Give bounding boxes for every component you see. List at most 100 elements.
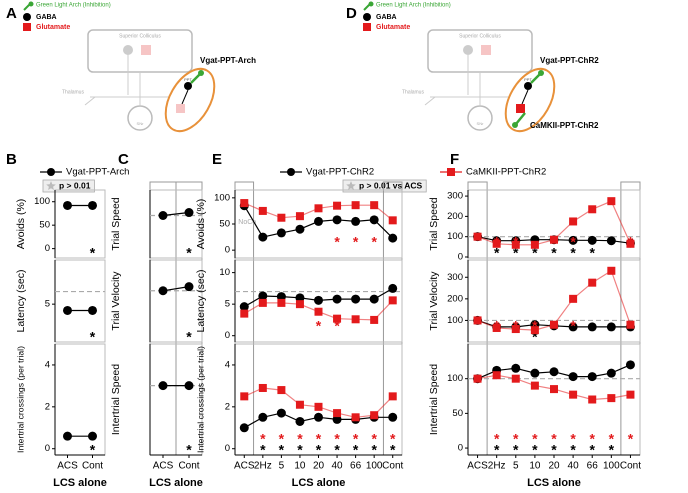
arch-icon bbox=[368, 1, 374, 7]
y-axis-label: Intertrial crossings (per trial) bbox=[195, 346, 205, 453]
annotation: NoCo bbox=[238, 219, 256, 226]
x-axis-label: LCS alone bbox=[149, 477, 203, 489]
significance-star: * bbox=[551, 431, 557, 447]
significance-star: * bbox=[551, 318, 557, 334]
diagram-label: Vgat-PPT-Arch bbox=[200, 56, 256, 65]
legend-text: GABA bbox=[376, 14, 397, 21]
y-tick-label: 0 bbox=[45, 243, 50, 254]
significance-star: * bbox=[90, 245, 96, 261]
neuron bbox=[463, 45, 473, 55]
plot-frame bbox=[54, 189, 106, 259]
data-point bbox=[295, 300, 304, 309]
y-tick-label: 5 bbox=[45, 299, 50, 310]
data-point bbox=[258, 412, 268, 422]
significance-star: * bbox=[353, 431, 359, 447]
y-axis-label: Trial Velocity bbox=[428, 271, 440, 331]
legend-text: Glutamate bbox=[376, 24, 410, 31]
plot-frame bbox=[54, 343, 106, 456]
data-point bbox=[258, 206, 267, 215]
data-point bbox=[88, 305, 97, 315]
x-tick-label: ACS bbox=[57, 461, 78, 472]
x-tick-label: 40 bbox=[568, 461, 580, 472]
data-point bbox=[158, 381, 168, 391]
significance-star: * bbox=[570, 431, 576, 447]
data-point bbox=[530, 381, 539, 390]
significance-star: * bbox=[513, 245, 519, 261]
data-point bbox=[332, 215, 342, 225]
gaba-icon bbox=[363, 13, 371, 21]
data-point bbox=[388, 216, 397, 225]
data-point bbox=[492, 323, 501, 332]
significance-star: * bbox=[260, 442, 266, 458]
data-point bbox=[295, 293, 305, 303]
legend-text: Glutamate bbox=[36, 24, 70, 31]
data-point bbox=[333, 201, 342, 210]
data-point bbox=[530, 240, 539, 249]
data-point bbox=[295, 400, 304, 409]
data-point bbox=[607, 394, 616, 403]
data-point bbox=[587, 235, 597, 245]
region-box bbox=[467, 105, 493, 131]
data-point bbox=[568, 372, 578, 382]
data-point bbox=[240, 392, 249, 401]
y-tick-label: 300 bbox=[447, 272, 463, 283]
x-axis-label: LCS alone bbox=[527, 477, 581, 489]
data-point bbox=[388, 283, 398, 293]
data-point bbox=[569, 390, 578, 399]
y-tick-label: 300 bbox=[447, 191, 463, 202]
data-point bbox=[568, 322, 578, 332]
data-point bbox=[314, 402, 323, 411]
y-tick-label: 4 bbox=[225, 359, 230, 370]
data-point bbox=[388, 233, 398, 243]
column-box bbox=[149, 181, 177, 456]
panel-letter: D bbox=[346, 5, 357, 22]
panel-letter: A bbox=[6, 5, 17, 22]
significance-star: * bbox=[570, 234, 576, 250]
region-label: Superior Colliculus bbox=[119, 33, 161, 39]
y-axis-label: Latency (sec) bbox=[15, 269, 27, 332]
data-point bbox=[550, 320, 558, 329]
y-tick-label: 100 bbox=[447, 315, 463, 326]
data-point bbox=[314, 204, 323, 213]
x-tick-label: ACS bbox=[234, 461, 255, 472]
connection bbox=[521, 89, 529, 105]
data-point bbox=[158, 286, 168, 296]
data-point bbox=[388, 296, 397, 305]
significance-star: * bbox=[186, 442, 192, 458]
data-point bbox=[370, 411, 379, 420]
data-point bbox=[511, 374, 520, 383]
data-point bbox=[588, 278, 597, 287]
legend-box bbox=[342, 179, 427, 193]
data-point bbox=[626, 239, 635, 248]
x-axis-label: LCS alone bbox=[292, 477, 346, 489]
significance-star: * bbox=[570, 318, 576, 334]
x-tick-label: Cont bbox=[82, 461, 103, 472]
neuron bbox=[176, 104, 185, 113]
y-tick-label: 0 bbox=[45, 443, 50, 454]
region-label: PPT bbox=[184, 77, 192, 82]
significance-star: * bbox=[494, 234, 500, 250]
x-tick-label: Cont bbox=[382, 461, 403, 472]
significance-star: * bbox=[390, 442, 396, 458]
y-axis-label: Trial Speed bbox=[110, 197, 122, 250]
panel-letter: C bbox=[118, 151, 129, 168]
x-tick-label: 40 bbox=[331, 461, 343, 472]
panel-letter: B bbox=[6, 151, 17, 168]
data-point bbox=[184, 282, 194, 292]
significance-star: * bbox=[513, 318, 519, 334]
x-tick-label: ACS bbox=[467, 461, 488, 472]
arch-icon bbox=[28, 1, 34, 7]
plot-frame bbox=[54, 259, 106, 343]
arch-icon bbox=[538, 70, 544, 76]
y-tick-label: 2 bbox=[45, 401, 50, 412]
y-tick-label: 100 bbox=[447, 373, 463, 384]
y-axis-label: Intertrial Speed bbox=[428, 364, 440, 435]
glutamate-icon bbox=[363, 23, 371, 31]
significance-star: * bbox=[186, 329, 192, 345]
data-point bbox=[388, 412, 398, 422]
x-tick-label: 66 bbox=[350, 461, 362, 472]
data-point bbox=[277, 213, 286, 222]
y-tick-label: 2 bbox=[225, 401, 230, 412]
arch-icon bbox=[198, 70, 204, 76]
data-point bbox=[239, 423, 249, 433]
